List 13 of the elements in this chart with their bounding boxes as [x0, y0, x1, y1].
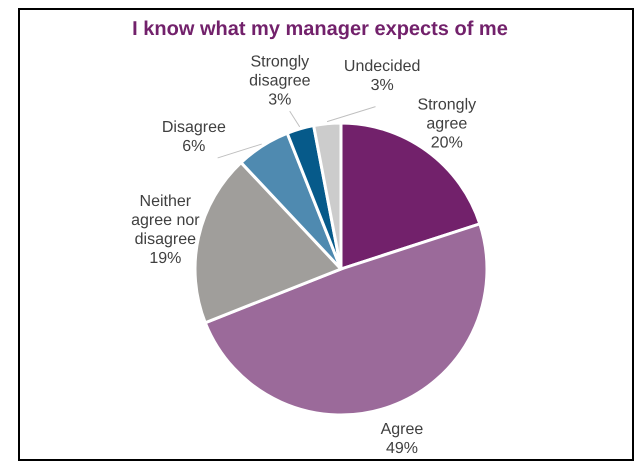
- slice-label: Agree: [380, 420, 424, 438]
- slice-label: Disagree: [162, 118, 226, 136]
- data-label: 3%: [370, 76, 394, 94]
- data-label: 20%: [430, 134, 463, 151]
- chart-title: I know what my manager expects of me: [131, 18, 509, 41]
- data-label: 19%: [149, 250, 182, 267]
- data-label: 6%: [182, 138, 206, 155]
- slice-label: Strongly disagree: [249, 53, 311, 90]
- slice-label: Neither agree nor disagree: [131, 192, 200, 248]
- slice-label: Strongly agree: [417, 96, 476, 132]
- slice-label: Undecided: [344, 57, 420, 74]
- data-label: 49%: [386, 439, 418, 456]
- data-label: 3%: [268, 91, 292, 108]
